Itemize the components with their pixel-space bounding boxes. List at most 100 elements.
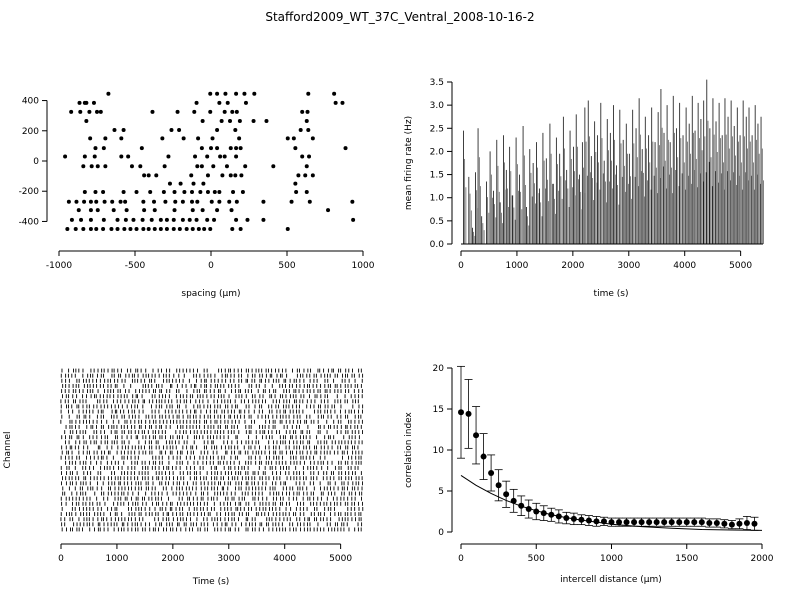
spacing-point: [200, 118, 205, 123]
spacing-point: [173, 199, 178, 204]
spacing-point: [245, 217, 250, 222]
spacing-point: [152, 199, 156, 204]
spacing-point: [194, 100, 199, 105]
spacing-point: [304, 189, 309, 194]
spacing-point: [192, 109, 197, 114]
spacing-point: [209, 146, 213, 151]
spacing-point: [81, 227, 86, 231]
firing-x-axis-tick-label: 2000: [561, 261, 584, 271]
correlation-y-axis-tick-label: 15: [433, 405, 444, 415]
correlation-x-axis-tick-label: 1000: [600, 554, 623, 564]
correlation-point: [661, 519, 668, 526]
spacing-point: [101, 146, 106, 151]
correlation-point: [473, 432, 480, 439]
spacing-point: [141, 227, 146, 231]
raster-x-axis-tick-label: 5000: [329, 554, 352, 564]
correlation-x-axis-tick-label: 2000: [751, 554, 774, 564]
correlation-point: [458, 409, 464, 416]
spacing-point: [234, 146, 239, 151]
spacing-point: [208, 227, 213, 231]
spacing-point: [95, 109, 99, 114]
spacing-point: [126, 154, 131, 159]
spacing-point: [271, 164, 276, 169]
spacing-x-axis-tick-label: -1000: [46, 261, 72, 271]
spacing-point: [131, 217, 136, 222]
spacing-y-axis-tick-label: -400: [19, 217, 40, 227]
spacing-point: [142, 208, 147, 213]
spacing-point: [310, 173, 315, 178]
correlation-point: [646, 519, 653, 526]
correlation-point: [480, 453, 487, 460]
spacing-point: [149, 217, 154, 222]
spacing-point: [289, 199, 294, 204]
correlation-y-axis-tick-label: 20: [433, 364, 445, 374]
spacing-point: [101, 217, 106, 222]
spacing-point: [77, 100, 82, 105]
spacing-point: [217, 199, 222, 204]
correlation-point: [495, 482, 502, 489]
spacing-point: [171, 217, 176, 222]
firing-x-axis-tick-label: 3000: [617, 261, 640, 271]
spacing-point: [164, 227, 169, 231]
correlation-point: [593, 518, 600, 525]
spacing-point: [115, 217, 120, 222]
spacing-point: [121, 189, 126, 194]
spacing-point: [237, 136, 242, 141]
spacing-point: [205, 154, 210, 159]
correlation-point: [563, 515, 570, 522]
firing-x-axis-tick-label: 1000: [505, 261, 528, 271]
spacing-point: [152, 227, 157, 231]
spacing-point: [122, 227, 127, 231]
spacing-point: [293, 181, 298, 186]
spacing-point: [261, 217, 266, 222]
spacing-point: [154, 173, 159, 178]
correlation-point: [736, 520, 743, 527]
correlation-point: [570, 515, 577, 522]
raster-x-axis-tick-label: 1000: [105, 554, 128, 564]
spacing-point: [233, 128, 238, 133]
spacing-point: [177, 128, 182, 133]
spacing-point: [101, 227, 106, 231]
spacing-y-axis-tick-label: -200: [19, 187, 40, 197]
spacing-point: [242, 91, 247, 96]
spacing-point: [94, 227, 99, 231]
correlation-point: [518, 502, 525, 509]
raster-x-axis: [60, 543, 342, 549]
spacing-point: [200, 208, 205, 213]
spacing-point: [184, 227, 189, 231]
spacing-point: [239, 173, 244, 178]
spacing-point: [350, 199, 355, 204]
spacing-point: [199, 146, 204, 151]
spacing-point: [172, 208, 177, 213]
spacing-point: [305, 109, 310, 114]
spacing-point: [303, 173, 308, 178]
spacing-point: [234, 154, 239, 159]
correlation-x-axis-tick-label: 0: [458, 554, 464, 564]
correlation-y-axis-tick-label: 0: [438, 528, 444, 538]
spike-raster: [60, 368, 364, 532]
correlation-x-axis: [460, 543, 763, 549]
spacing-point: [123, 217, 128, 222]
spacing-point: [84, 100, 89, 105]
spacing-point: [92, 154, 97, 159]
correlation-point: [691, 519, 698, 526]
spacing-point: [332, 91, 337, 96]
spacing-point: [306, 91, 311, 96]
spacing-point: [182, 189, 187, 194]
spacing-point: [222, 109, 227, 114]
correlation-point: [683, 519, 690, 526]
spacing-point: [215, 91, 220, 96]
spacing-point: [215, 128, 220, 133]
spacing-point: [162, 164, 167, 169]
correlation-point: [698, 519, 705, 526]
spacing-point: [82, 154, 87, 159]
spacing-point: [102, 199, 107, 204]
spacing-point: [172, 189, 177, 194]
firing-y-axis-tick-label: 3.0: [430, 101, 445, 111]
spacing-point: [190, 227, 195, 231]
spacing-y-axis-tick-label: 0: [33, 157, 39, 167]
spacing-point: [190, 208, 195, 213]
spacing-point: [112, 128, 117, 133]
firing-x-axis-tick-label: 4000: [673, 261, 696, 271]
spacing-point: [181, 136, 186, 141]
